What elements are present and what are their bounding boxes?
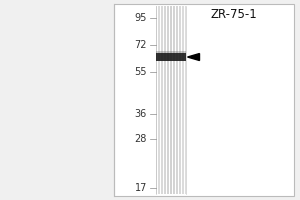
Bar [174, 6, 175, 194]
Polygon shape [188, 54, 200, 61]
Bar [181, 6, 182, 194]
Text: ZR-75-1: ZR-75-1 [211, 8, 257, 21]
Bar [168, 6, 169, 194]
Bar [167, 6, 168, 194]
Bar [162, 6, 163, 194]
Bar [164, 6, 165, 194]
Bar [177, 6, 178, 194]
Text: 17: 17 [135, 183, 147, 193]
Bar [156, 53, 186, 61]
Text: 36: 36 [135, 109, 147, 119]
Bar [173, 6, 174, 194]
Bar [114, 4, 294, 196]
Bar [156, 6, 157, 194]
Bar [169, 6, 170, 194]
Bar [157, 6, 158, 194]
Bar [169, 6, 170, 194]
Bar [158, 6, 159, 194]
Bar [179, 6, 180, 194]
Bar [183, 6, 184, 194]
Bar [182, 6, 183, 194]
Bar [166, 6, 167, 194]
Bar [165, 6, 166, 194]
Bar [180, 6, 181, 194]
Bar [156, 51, 186, 53]
Bar [161, 6, 162, 194]
Bar [176, 6, 177, 194]
Bar [159, 6, 160, 194]
Text: 55: 55 [134, 67, 147, 77]
Bar [160, 6, 161, 194]
Bar [163, 6, 164, 194]
Bar [171, 6, 172, 194]
Bar [185, 6, 186, 194]
Bar [175, 6, 176, 194]
Text: 95: 95 [135, 13, 147, 23]
Bar [184, 6, 185, 194]
Bar [170, 6, 171, 194]
Text: 72: 72 [134, 40, 147, 50]
Bar [178, 6, 179, 194]
Text: 28: 28 [135, 134, 147, 144]
Bar [172, 6, 173, 194]
